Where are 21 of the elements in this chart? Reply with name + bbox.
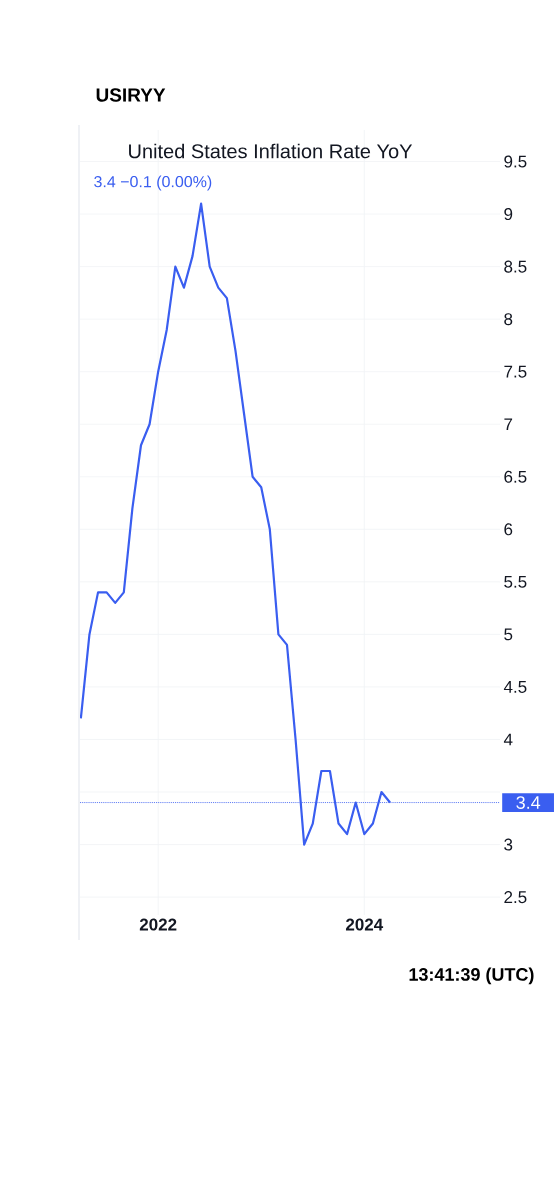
y-tick-label: 2.5 <box>504 891 527 904</box>
text: USIRYY <box>96 88 166 102</box>
y-tick-label: 4.5 <box>503 681 527 693</box>
y-tick-label: 8.5 <box>504 260 527 273</box>
y-tick-label: 3 <box>504 838 513 851</box>
x-tick-label: 2024 <box>345 918 384 931</box>
y-tick-label: 4 <box>503 733 513 746</box>
y-tick-label: 7 <box>504 418 513 431</box>
y-tick-label: 5.5 <box>504 575 527 588</box>
y-tick-label: 5 <box>504 628 513 641</box>
y-tick-label: 9 <box>504 208 513 221</box>
text: 3.4 −0.1 (0.00%) <box>94 175 212 191</box>
text: United States Inflation Rate YoY <box>129 143 413 159</box>
x-tick-label: 2022 <box>139 918 177 931</box>
y-tick-label: 6.5 <box>504 470 527 483</box>
y-tick-label: 6 <box>504 523 513 536</box>
y-tick-label: 7.5 <box>504 365 527 378</box>
text: 13:41:39 (UTC) <box>409 967 534 985</box>
y-tick-label: 8 <box>504 313 513 326</box>
ref-line-label: 3.4 <box>516 796 541 809</box>
y-tick-label: 9.5 <box>504 155 527 168</box>
